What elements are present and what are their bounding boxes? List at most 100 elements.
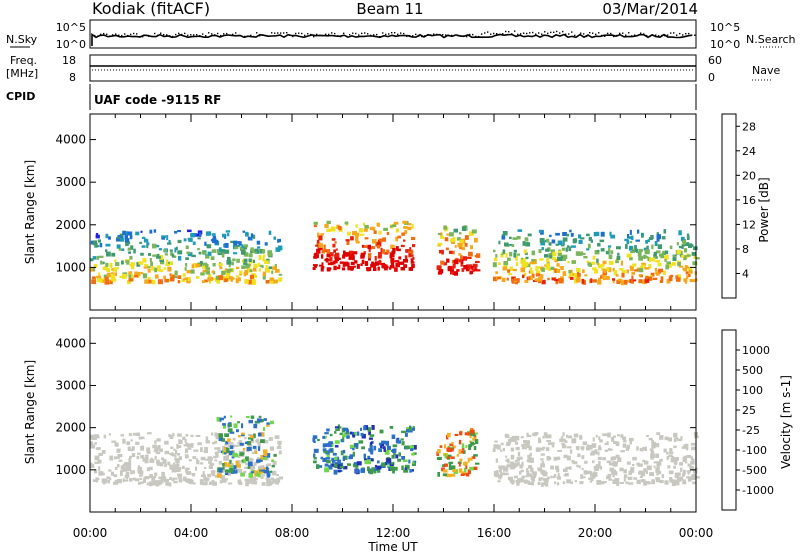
scatter-cell — [130, 275, 133, 278]
noise-search-point — [385, 33, 387, 36]
scatter-cell — [411, 463, 416, 466]
scatter-cell — [161, 237, 165, 240]
scatter-cell — [247, 236, 251, 241]
scatter-cell — [693, 246, 698, 251]
scatter-cell — [329, 433, 333, 437]
scatter-cell — [403, 264, 408, 268]
power-ylabel: Slant Range [km] — [23, 160, 37, 264]
scatter-cell — [185, 478, 190, 483]
scatter-cell — [684, 280, 687, 284]
scatter-cell — [223, 478, 228, 481]
scatter-cell — [624, 238, 629, 242]
scatter-cell — [444, 237, 449, 242]
scatter-cell — [332, 243, 336, 248]
scatter-cell — [522, 274, 525, 279]
scatter-cell — [656, 234, 661, 240]
scatter-cell — [538, 447, 543, 450]
scatter-cell — [360, 468, 365, 473]
scatter-cell — [146, 482, 149, 486]
freq-right-tick-bottom: 0 — [708, 71, 715, 84]
scatter-cell — [461, 443, 465, 449]
scatter-cell — [384, 462, 388, 466]
colorbar-frame — [721, 329, 737, 511]
scatter-cell — [409, 266, 414, 270]
scatter-cell — [218, 263, 223, 267]
scatter-cell — [228, 264, 231, 268]
scatter-cell — [278, 444, 281, 447]
scatter-cell — [570, 449, 573, 454]
scatter-cell — [459, 458, 463, 462]
scatter-cell — [666, 278, 671, 284]
scatter-cell — [110, 471, 115, 476]
scatter-cell — [218, 468, 223, 473]
scatter-cell — [512, 268, 517, 272]
scatter-cell — [581, 446, 584, 451]
scatter-cell — [350, 236, 354, 241]
scatter-cell — [686, 233, 690, 238]
scatter-cell — [629, 440, 632, 445]
scatter-cell — [361, 244, 365, 248]
scatter-cell — [657, 263, 662, 266]
scatter-cell — [475, 432, 478, 435]
scatter-cell — [576, 464, 579, 468]
scatter-cell — [558, 278, 564, 284]
scatter-cell — [330, 226, 336, 232]
scatter-cell — [493, 470, 497, 476]
scatter-cell — [500, 442, 504, 446]
scatter-cell — [112, 267, 117, 272]
scatter-cell — [662, 250, 665, 254]
scatter-cell — [169, 273, 172, 277]
noise-search-point — [622, 32, 624, 34]
noise-search-point — [286, 32, 288, 34]
scatter-cell — [191, 264, 195, 269]
scatter-cell — [129, 256, 133, 260]
scatter-cell — [92, 276, 96, 279]
scatter-cell — [613, 270, 618, 275]
noise-search-point — [502, 33, 504, 35]
scatter-cell — [96, 255, 99, 260]
colorbar-tick-label: 1000 — [742, 344, 770, 357]
noise-search-point — [514, 30, 516, 32]
scatter-cell — [528, 275, 533, 280]
scatter-cell — [552, 251, 557, 257]
scatter-cell — [175, 246, 178, 251]
scatter-cell — [397, 261, 403, 265]
scatter-cell — [244, 244, 249, 248]
scatter-cell — [373, 264, 376, 270]
scatter-cell — [354, 260, 358, 264]
scatter-cell — [258, 262, 261, 267]
scatter-cell — [390, 462, 394, 465]
scatter-cell — [560, 244, 565, 247]
noise-search-point — [382, 32, 384, 34]
scatter-cell — [148, 253, 151, 256]
scatter-cell — [159, 259, 164, 262]
scatter-cell — [380, 444, 383, 448]
scatter-cell — [573, 238, 578, 243]
scatter-cell — [523, 479, 528, 482]
scatter-cell — [660, 276, 664, 281]
scatter-cell — [120, 238, 124, 242]
scatter-cell — [239, 452, 245, 456]
colorbar-tick-label: 12 — [742, 218, 756, 231]
scatter-cell — [343, 466, 348, 470]
scatter-cell — [114, 259, 117, 262]
scatter-cell — [134, 478, 140, 482]
scatter-cell — [576, 278, 581, 283]
scatter-cell — [325, 435, 328, 438]
scatter-cell — [335, 248, 338, 251]
scatter-cell — [99, 242, 103, 248]
scatter-cell — [185, 434, 189, 437]
scatter-cell — [596, 480, 602, 485]
noise-search-point — [193, 34, 195, 36]
scatter-cell — [218, 275, 224, 281]
scatter-cell — [467, 457, 470, 463]
scatter-cell — [506, 277, 509, 281]
scatter-cell — [666, 455, 670, 460]
scatter-cell — [128, 280, 131, 284]
scatter-cell — [579, 481, 584, 485]
scatter-cell — [350, 261, 355, 266]
scatter-cell — [221, 450, 224, 453]
scatter-cell — [259, 471, 264, 474]
scatter-cell — [538, 469, 543, 472]
scatter-cell — [510, 447, 515, 452]
